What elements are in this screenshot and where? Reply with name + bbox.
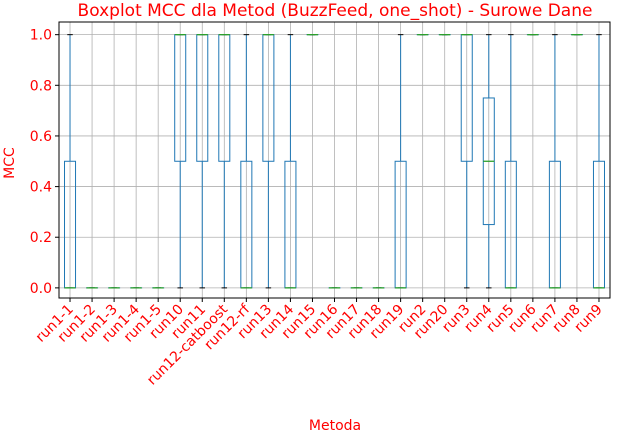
y-axis-label: MCC xyxy=(2,147,18,179)
y-tick-label: 1.0 xyxy=(30,28,52,44)
boxes xyxy=(64,34,605,289)
x-axis-label: Metoda xyxy=(309,418,361,434)
box-run13 xyxy=(262,34,275,289)
y-tick-label: 0.2 xyxy=(30,230,52,246)
box-run3 xyxy=(460,34,473,289)
box-run1-1 xyxy=(64,34,77,289)
y-tick-label: 0.8 xyxy=(30,78,52,94)
box-run12-rf xyxy=(240,34,253,289)
box-run5 xyxy=(504,34,517,289)
ticks: 0.00.20.40.60.81.0run1-1run1-2run1-3run1… xyxy=(30,28,606,389)
box-run19 xyxy=(394,34,407,289)
box-run10 xyxy=(174,34,187,289)
grid xyxy=(59,22,610,298)
box-run9 xyxy=(592,34,605,289)
box-run14 xyxy=(284,34,297,289)
box-run11 xyxy=(196,34,209,289)
y-tick-label: 0.4 xyxy=(30,180,52,196)
box-run12-catboost xyxy=(218,34,231,289)
chart-title: Boxplot MCC dla Metod (BuzzFeed, one_sho… xyxy=(78,1,593,21)
box-run7 xyxy=(548,34,561,289)
y-tick-label: 0.0 xyxy=(30,281,52,297)
box-run4 xyxy=(482,34,495,289)
y-tick-label: 0.6 xyxy=(30,129,52,145)
